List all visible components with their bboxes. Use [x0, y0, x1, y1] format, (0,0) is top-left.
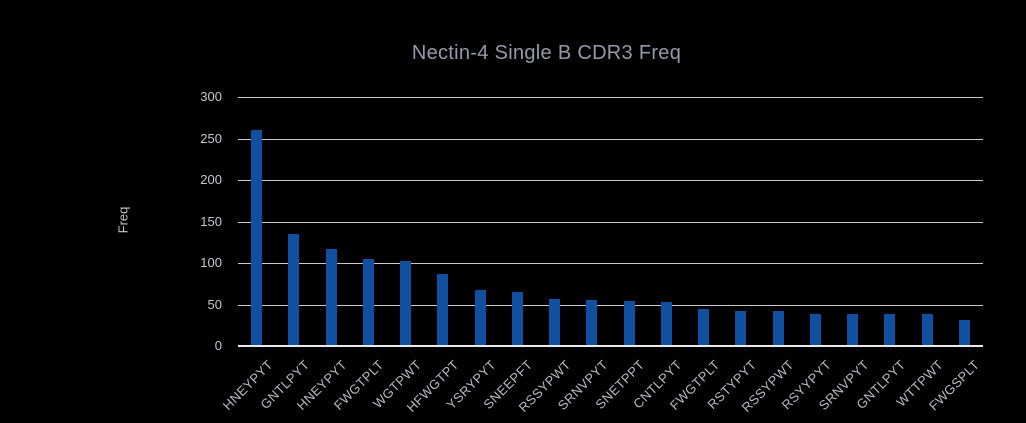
bar-15-RSSYPWT [773, 311, 784, 346]
gridline-100 [238, 263, 983, 264]
y-tick-label-200: 200 [200, 172, 222, 187]
bar-12-CNTLPYT [661, 302, 672, 346]
bar-7-YSRYPYT [475, 290, 486, 346]
bar-19-WTTPWT [922, 314, 933, 346]
bar-18-GNTLPYT [884, 314, 895, 346]
bar-6-HFWGTPT [437, 274, 448, 346]
bar-14-RSTYPYT [735, 311, 746, 346]
bar-17-SRNVPYT [847, 314, 858, 346]
gridline-250 [238, 139, 983, 140]
bar-20-FWGSPLT [959, 320, 970, 346]
x-axis-line [238, 345, 983, 347]
bar-16-RSYYPYT [810, 314, 821, 346]
bar-11-SNETPPT [624, 301, 635, 346]
chart-title: Nectin-4 Single B CDR3 Freq [411, 42, 682, 64]
gridline-50 [238, 305, 983, 306]
bar-2-GNTLPYT [288, 234, 299, 346]
y-tick-label-0: 0 [214, 338, 222, 353]
bar-9-RSSYPWT [549, 299, 560, 346]
bar-5-WGTPWT [400, 261, 411, 346]
y-tick-label-100: 100 [200, 255, 222, 270]
bar-8-SNEEPFT [512, 292, 523, 346]
gridline-300 [238, 97, 983, 98]
gridline-150 [238, 222, 983, 223]
plot-area [238, 97, 983, 347]
bar-13-FWGTPLT [698, 309, 709, 346]
gridline-200 [238, 180, 983, 181]
y-tick-label-150: 150 [200, 214, 222, 229]
bar-1-HNEYPYT [251, 130, 262, 346]
y-tick-label-300: 300 [200, 89, 222, 104]
bar-10-SRNVPYT [586, 300, 597, 346]
y-tick-label-250: 250 [200, 131, 222, 146]
bar-4-FWGTPLT [363, 259, 374, 346]
bar-3-HNEYPYT [326, 249, 337, 346]
y-tick-label-50: 50 [207, 297, 222, 312]
